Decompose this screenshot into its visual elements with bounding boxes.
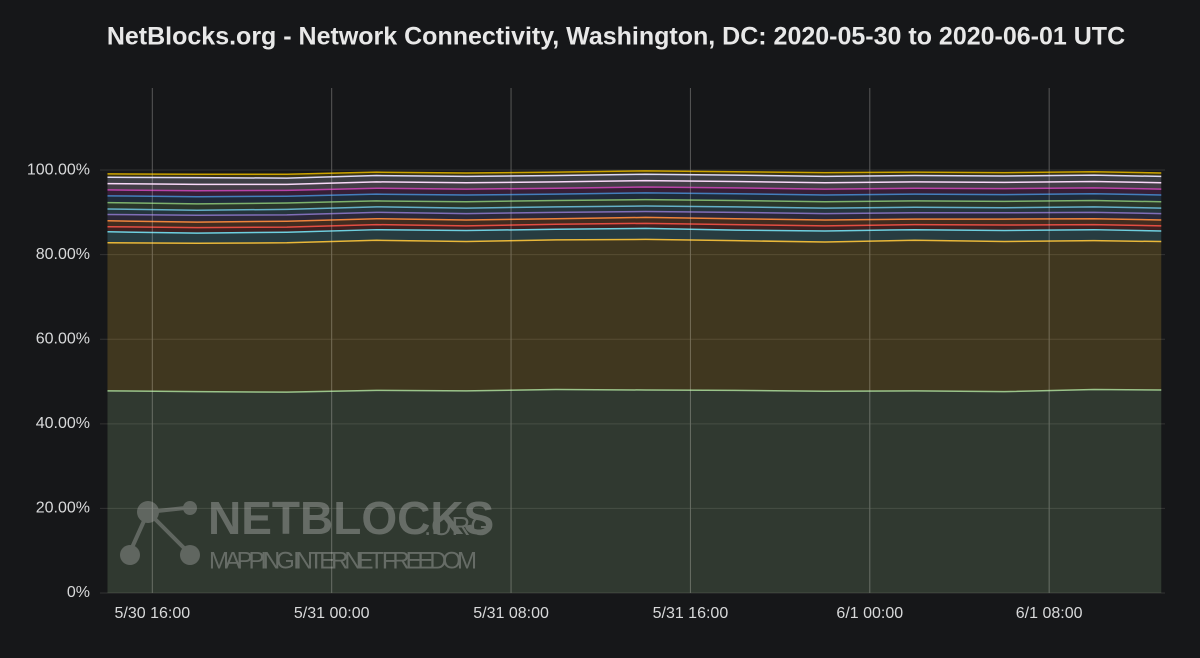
watermark-suffix: .ORG	[424, 511, 490, 541]
area	[107, 192, 1162, 204]
plot-area: 0% 20.00% 40.00% 60.00% 80.00% 100.00% 5/30 16…	[27, 88, 1165, 622]
logo-node	[137, 501, 159, 523]
series-line	[107, 192, 1162, 198]
area	[107, 206, 1162, 216]
logo-node	[120, 545, 140, 565]
series-line	[107, 186, 1162, 192]
x-tick-label: 6/1 08:00	[1016, 605, 1083, 622]
series-line	[107, 388, 1162, 393]
x-tick-label: 5/31 00:00	[294, 605, 370, 622]
logo-node	[180, 545, 200, 565]
y-tick-label: 60.00%	[36, 330, 90, 347]
series-line	[107, 227, 1162, 234]
logo-node	[183, 501, 197, 515]
y-tick-label: 80.00%	[36, 246, 90, 263]
watermark: NETBLOCKS .ORG MAPPING INTERNET FREEDOM	[120, 492, 494, 574]
chart-title: NetBlocks.org - Network Connectivity, Wa…	[107, 23, 1125, 51]
series-line	[107, 170, 1162, 176]
x-tick-label: 5/31 08:00	[473, 605, 549, 622]
area	[107, 389, 1162, 593]
series-line	[107, 216, 1162, 223]
x-tick-label: 6/1 00:00	[836, 605, 903, 622]
series-line	[107, 205, 1162, 211]
x-tick-label: 5/30 16:00	[115, 605, 191, 622]
area	[107, 211, 1162, 223]
watermark-tagline: MAPPING INTERNET FREEDOM	[209, 547, 477, 574]
logo-link	[128, 511, 150, 553]
series-line	[107, 210, 1162, 217]
series-line	[107, 173, 1162, 179]
logo-link	[147, 506, 186, 514]
y-tick-label: 0%	[67, 584, 90, 601]
series-line	[107, 222, 1162, 229]
y-tick-label: 20.00%	[36, 500, 90, 517]
series-line	[107, 198, 1162, 205]
area	[107, 199, 1162, 211]
x-tick-label: 5/31 16:00	[653, 605, 729, 622]
area	[107, 228, 1162, 244]
series-line	[107, 238, 1162, 244]
series-line	[107, 179, 1162, 186]
area	[107, 239, 1162, 393]
y-tick-label: 100.00%	[27, 161, 90, 178]
logo-link	[146, 510, 190, 554]
watermark-brand: NETBLOCKS	[208, 492, 494, 544]
y-tick-label: 40.00%	[36, 415, 90, 432]
